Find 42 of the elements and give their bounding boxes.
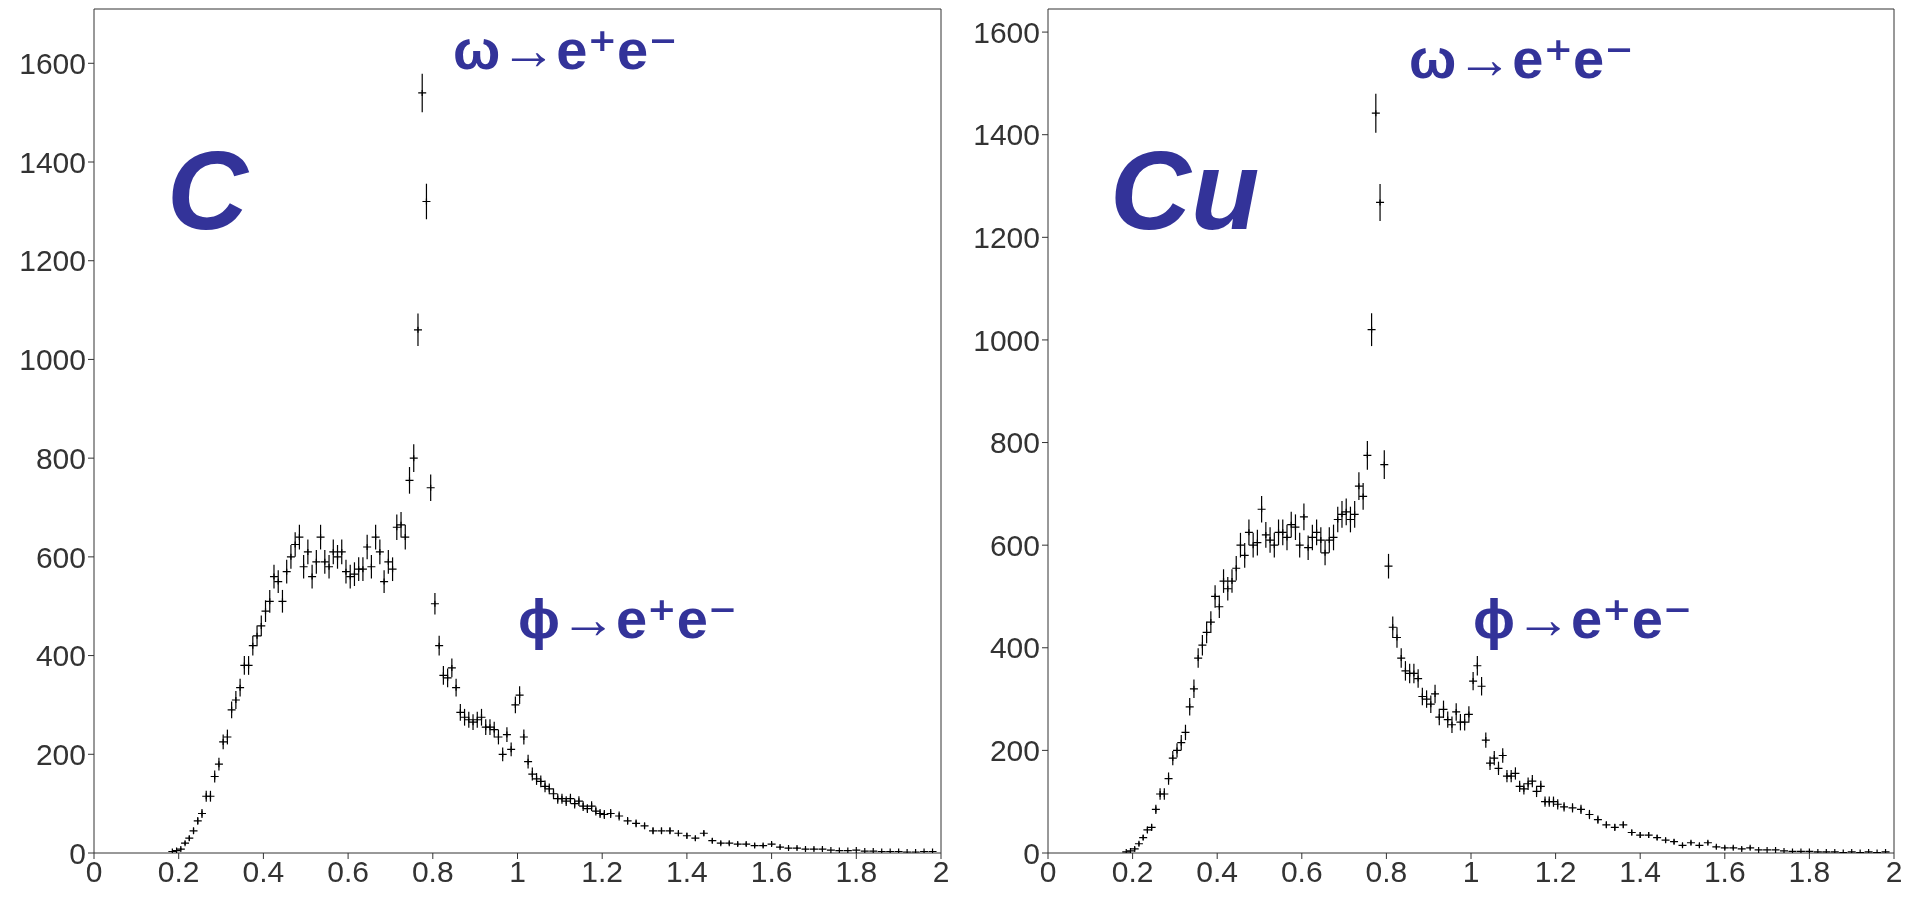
x-tick-label: 0.8: [1365, 855, 1408, 889]
annotation: ω→e⁺e⁻: [1409, 26, 1634, 90]
y-tick-label: 1200: [19, 244, 86, 278]
y-tick-label: 400: [989, 631, 1040, 665]
y-tick-label: 400: [35, 639, 86, 673]
x-tick-label: 1.4: [666, 855, 708, 889]
annotation: ϕ→e⁺e⁻: [1473, 586, 1693, 650]
y-tick-label: 1400: [973, 118, 1040, 152]
x-tick-label: 0.4: [1196, 855, 1239, 889]
y-tick-label: 800: [989, 426, 1040, 460]
x-tick-label: 0.2: [157, 855, 200, 889]
x-tick-label: 0.2: [1111, 855, 1154, 889]
y-tick-label: 200: [35, 737, 86, 771]
x-tick-label: 0.4: [242, 855, 285, 889]
x-tick-label: 1.8: [1788, 855, 1831, 889]
x-tick-label: 1: [509, 855, 526, 889]
x-tick-label: 1: [1462, 855, 1480, 889]
x-tick-label: 0.8: [411, 855, 454, 889]
x-tick-label: 0.6: [1280, 855, 1323, 889]
annotation: ϕ→e⁺e⁻: [518, 586, 738, 650]
x-tick-label: 1.4: [1619, 855, 1662, 889]
x-tick-label: 1.2: [1534, 855, 1577, 889]
x-tick-label: 1.8: [835, 855, 878, 889]
y-tick-label: 200: [989, 734, 1040, 768]
y-tick-label: 1600: [19, 46, 86, 80]
y-tick-label: 1600: [973, 15, 1040, 49]
x-tick-label: 1.6: [1703, 855, 1746, 889]
x-tick-label: 1.6: [750, 855, 793, 889]
x-tick-label: 2: [1885, 855, 1903, 889]
y-tick-label: 1200: [973, 220, 1040, 254]
y-tick-label: 600: [35, 540, 86, 574]
y-tick-label: 1400: [19, 145, 86, 179]
annotation: ω→e⁺e⁻: [453, 17, 678, 81]
text: C: [167, 128, 248, 253]
x-tick-label: 0.6: [327, 855, 369, 889]
y-tick-label: 600: [989, 528, 1040, 562]
x-tick-label: 2: [932, 855, 950, 889]
y-tick-label: 1000: [973, 323, 1040, 357]
y-tick-label: 800: [35, 441, 86, 475]
text: Cu: [1110, 128, 1260, 253]
x-tick-label: 1.2: [581, 855, 624, 889]
y-tick-label: 1000: [19, 343, 86, 377]
